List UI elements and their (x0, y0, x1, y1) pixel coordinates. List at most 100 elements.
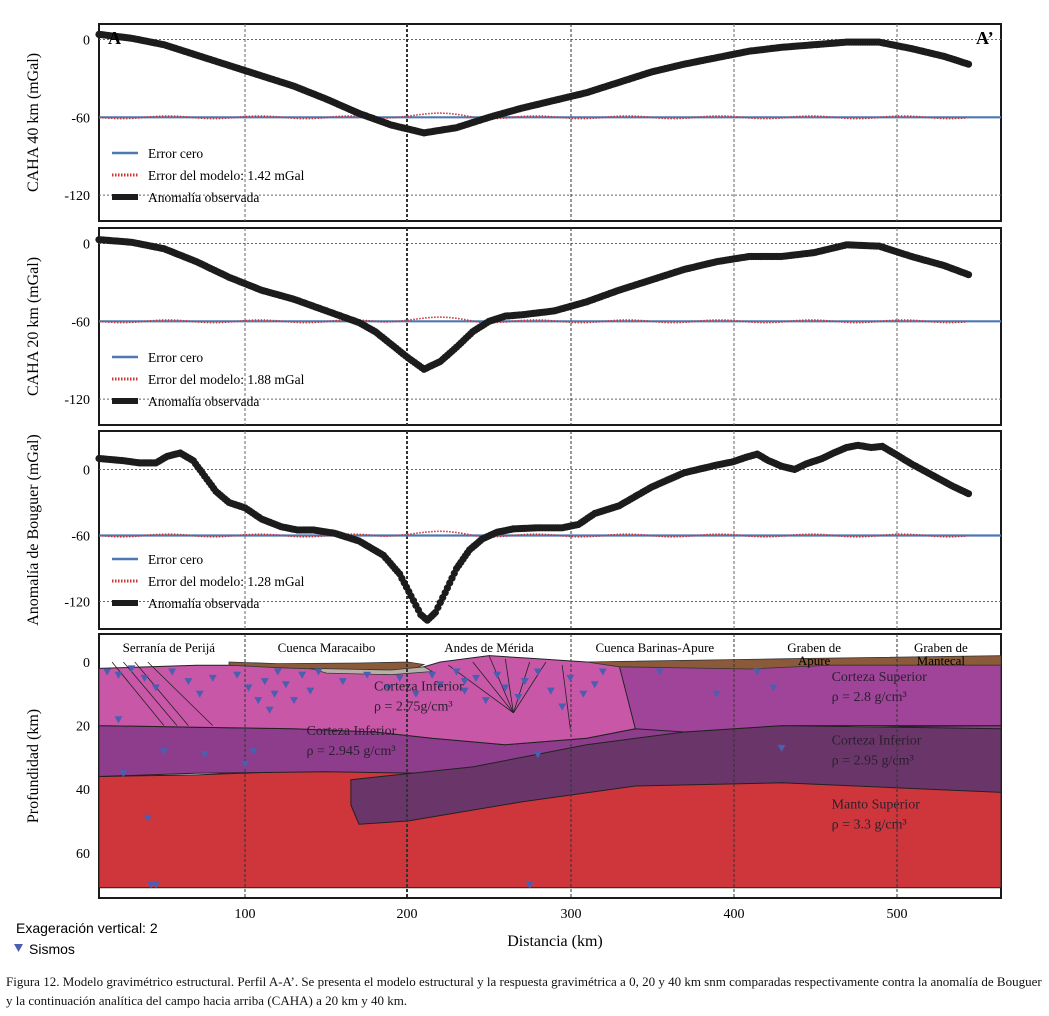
earthquake-marker (244, 684, 253, 692)
y-axis-label: CAHA 40 km (mGal) (25, 53, 42, 192)
earthquake-marker (777, 744, 786, 752)
earthquake-marker (119, 770, 128, 778)
earthquake-marker (590, 681, 599, 689)
earthquake-marker (579, 690, 588, 698)
observed-point (964, 490, 973, 498)
y-tick-label: -120 (64, 393, 90, 408)
body-density-label: ρ = 2.75g/cm³ (374, 700, 453, 715)
body-name-label: Corteza Inferior (832, 734, 922, 749)
body-density-label: ρ = 2.8 g/cm³ (832, 690, 907, 705)
fault-line (123, 661, 178, 726)
earthquake-marker (411, 690, 420, 698)
earthquake-marker (200, 751, 209, 759)
y-axis-label: CAHA 20 km (mGal) (25, 257, 42, 396)
fault-line (472, 661, 514, 714)
figure-caption: Figura 12. Modelo gravimétrico estructur… (6, 974, 1042, 1008)
corner-label-a-prime: A’ (976, 28, 994, 48)
earthquake-marker (233, 671, 242, 679)
y-tick-label: 20 (76, 720, 90, 735)
earthquake-marker (533, 668, 542, 676)
earthquake-marker (436, 681, 445, 689)
legend-obs-label: Anomalía observada (148, 190, 259, 205)
earthquake-marker (546, 687, 555, 695)
earthquake-marker (160, 748, 169, 756)
earthquake-marker (472, 674, 481, 682)
earthquake-marker (114, 671, 123, 679)
y-tick-label: 40 (76, 783, 90, 798)
plot-frame (98, 227, 1002, 426)
plot-frame (98, 23, 1002, 222)
earthquake-marker (428, 671, 437, 679)
earthquake-marker (140, 674, 149, 682)
body-density-label: ρ = 2.945 g/cm³ (307, 744, 396, 759)
earthquake-marker (114, 716, 123, 724)
earthquake-marker (520, 678, 529, 686)
x-tick-label: 300 (561, 907, 582, 922)
y-tick-label: 0 (83, 238, 90, 253)
legend-zero-label: Error cero (148, 146, 203, 161)
earthquake-marker (298, 671, 307, 679)
earthquake-marker (208, 674, 217, 682)
panels: 0 -60 -120 Error cero Error del modelo: 1.42… (14, 23, 1002, 957)
earthquake-marker (184, 678, 193, 686)
earthquake-marker (558, 703, 567, 711)
earthquake-marker (265, 706, 274, 714)
legend-model-label: Error del modelo: 1.28 mGal (148, 574, 305, 589)
earthquake-marker (103, 668, 112, 676)
earthquake-marker (769, 684, 778, 692)
fault-line (561, 665, 571, 729)
earthquake-marker (598, 668, 607, 676)
earthquake-marker (460, 678, 469, 686)
fault-line (488, 655, 514, 714)
earthquake-marker (127, 665, 136, 673)
vertical-exaggeration-note: Exageración vertical: 2 (16, 920, 158, 936)
earthquake-marker (254, 697, 263, 705)
earthquake-marker (753, 668, 762, 676)
earthquake-marker (195, 690, 204, 698)
earthquake-marker (281, 681, 290, 689)
fault-line (513, 661, 531, 714)
body-sedimentos-gris (310, 666, 434, 676)
earthquake-marker (249, 748, 258, 756)
earthquake-marker (384, 684, 393, 692)
legend-obs-label: Anomalía observada (148, 394, 259, 409)
observed-point (964, 271, 973, 279)
earthquake-marker (655, 668, 664, 676)
x-tick-label: 200 (397, 907, 418, 922)
earthquake-marker (363, 671, 372, 679)
region-label: Cuenca Maracaibo (278, 640, 376, 655)
earthquake-marker (168, 668, 177, 676)
earthquake-marker (460, 687, 469, 695)
region-label: Andes de Mérida (444, 640, 534, 655)
earthquake-marker (241, 760, 250, 768)
body-name-label: Manto Superior (832, 797, 921, 812)
body-name-label: Corteza Inferior (307, 724, 397, 739)
body-corteza-superior-right (618, 661, 1002, 733)
earthquake-marker (143, 814, 152, 822)
earthquake-marker (338, 678, 347, 686)
y-tick-label: 0 (83, 656, 90, 671)
region-label-line2: Mantecal (917, 653, 966, 668)
earthquake-legend-label: Sismos (29, 941, 75, 957)
region-label-line2: Apure (798, 653, 831, 668)
earthquake-marker (452, 668, 461, 676)
earthquake-marker (525, 881, 534, 889)
fault-line (147, 661, 214, 726)
earthquake-marker (314, 668, 323, 676)
observed-point (964, 60, 973, 68)
y-tick-label: 60 (76, 847, 90, 862)
earthquake-marker (481, 697, 490, 705)
earthquake-marker (151, 684, 160, 692)
body-density-label: ρ = 2.95 g/cm³ (832, 754, 914, 769)
legend-zero-label: Error cero (148, 350, 203, 365)
earthquake-marker (151, 881, 160, 889)
fault-line (448, 664, 514, 714)
earthquake-marker (306, 687, 315, 695)
fault-line (504, 658, 514, 713)
legend-obs-label: Anomalía observada (148, 596, 259, 611)
panel-caha40: 0 -60 -120 Error cero Error del modelo: 1.42… (25, 23, 1002, 222)
y-tick-label: -120 (64, 189, 90, 204)
y-tick-label: -60 (71, 530, 90, 545)
y-tick-label: 0 (83, 34, 90, 49)
